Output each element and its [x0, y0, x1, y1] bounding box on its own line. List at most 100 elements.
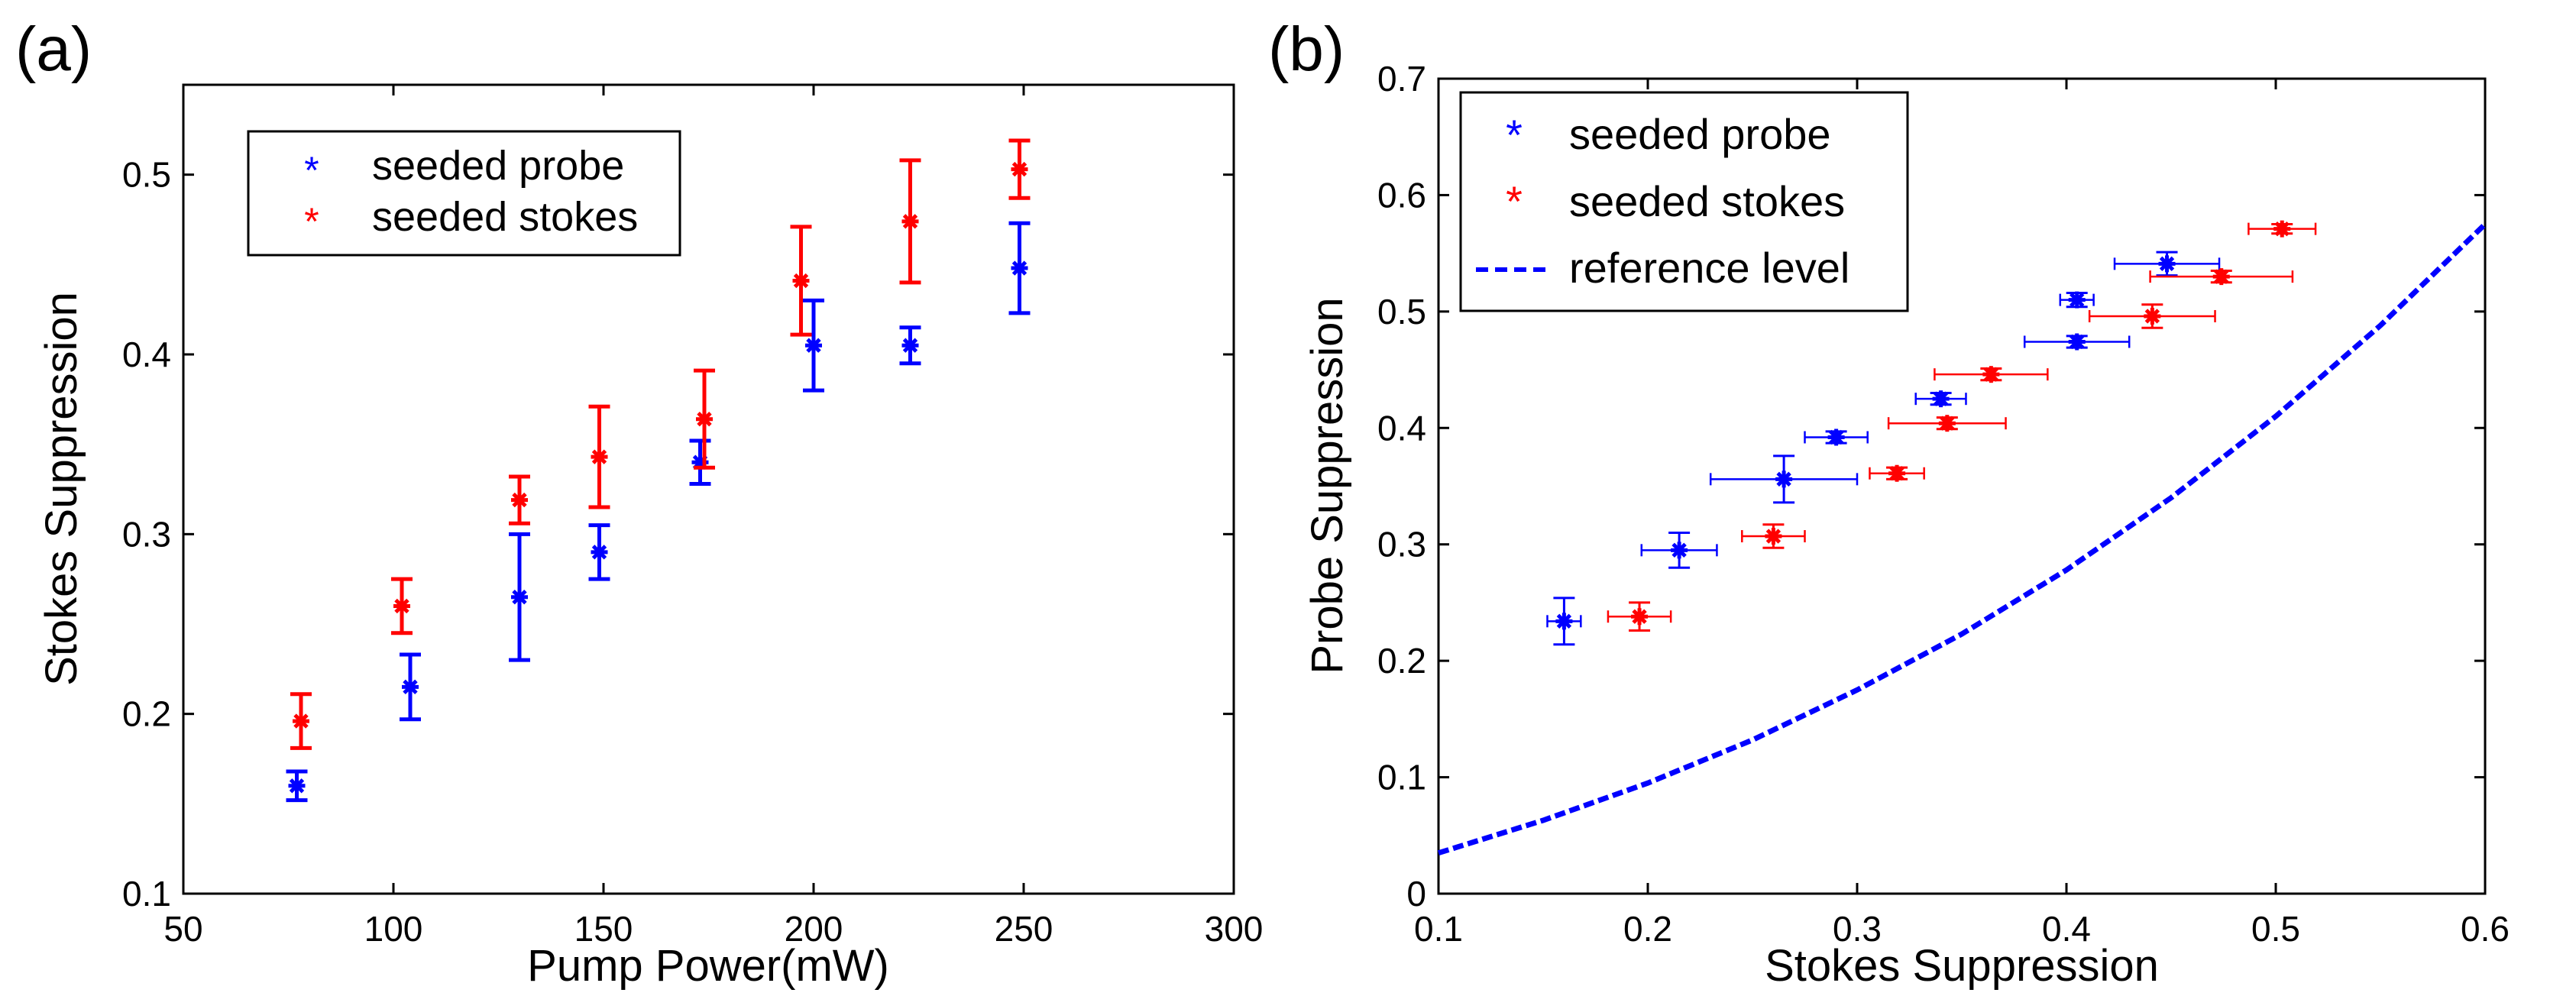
- panel-b-reference-line: [1437, 222, 2487, 856]
- panel-b-y-tick-label: 0.5: [1377, 292, 1426, 331]
- panel-b-point-seeded-probe: [2113, 251, 2221, 277]
- panel-a-point-seeded-stokes: [290, 692, 312, 750]
- panel-b-x-axis-label: Stokes Suppression: [1765, 941, 2159, 991]
- panel-b-legend-marker-probe: *: [1506, 111, 1523, 159]
- panel-b-legend-label-probe: seeded probe: [1569, 110, 1831, 158]
- asterisk-marker: [1983, 367, 1999, 382]
- panel-a-point-seeded-probe: [899, 325, 921, 366]
- panel-b-chart: (b) 0.1 0.2 0.3 0.4 0.5 0.600.10.20.30.40.50.…: [1268, 15, 2510, 991]
- panel-b-point-seeded-probe: [1709, 454, 1859, 504]
- panel-b-point-seeded-probe: [2059, 291, 2095, 309]
- panel-a-x-tick-label: 100: [364, 909, 423, 949]
- panel-a-legend-label-probe: seeded probe: [372, 143, 624, 189]
- panel-b-marks: [1437, 220, 2487, 856]
- panel-a-legend-marker-stokes: *: [304, 200, 319, 243]
- panel-a-x-tick-label: 50: [163, 909, 202, 949]
- panel-b-point-seeded-stokes: [2149, 268, 2294, 286]
- panel-a-y-axis-label: Stokes Suppression: [37, 292, 86, 686]
- asterisk-marker: [2214, 269, 2229, 284]
- panel-b-y-tick-label: 0.6: [1377, 175, 1426, 215]
- panel-b-x-tick-label: 0.1: [1414, 909, 1463, 949]
- panel-b-point-seeded-probe: [2023, 333, 2131, 351]
- asterisk-marker: [394, 598, 409, 614]
- panel-b-y-tick-label: 0.2: [1377, 641, 1426, 681]
- panel-a-point-seeded-stokes: [588, 404, 610, 509]
- panel-a-point-seeded-probe: [509, 532, 530, 662]
- panel-b-ticks: 0.1 0.2 0.3 0.4 0.5 0.600.10.20.30.40.50.60.7: [1377, 59, 2510, 949]
- asterisk-marker: [591, 449, 607, 464]
- panel-b-y-tick-label: 0: [1406, 874, 1426, 914]
- asterisk-marker: [1011, 260, 1027, 276]
- asterisk-marker: [512, 590, 527, 605]
- panel-a-point-seeded-stokes: [1008, 138, 1031, 200]
- asterisk-marker: [1889, 466, 1904, 481]
- panel-a-y-tick-label: 0.2: [122, 694, 171, 734]
- asterisk-marker: [1940, 416, 1955, 431]
- panel-b-point-seeded-probe: [1914, 390, 1967, 408]
- asterisk-marker: [793, 273, 809, 289]
- asterisk-marker: [591, 545, 607, 560]
- panel-a-point-seeded-stokes: [899, 158, 921, 285]
- panel-a-point-seeded-stokes: [391, 577, 413, 635]
- panel-a-x-tick-label: 250: [995, 909, 1053, 949]
- panel-a-point-seeded-probe: [400, 652, 421, 722]
- asterisk-marker: [1011, 161, 1027, 177]
- panel-a-x-tick-label: 200: [785, 909, 843, 949]
- panel-a-y-tick-label: 0.1: [122, 874, 171, 914]
- panel-a-marks: [286, 138, 1031, 803]
- panel-a-legend-box: [247, 130, 681, 257]
- panel-a-point-seeded-stokes: [509, 474, 530, 525]
- asterisk-marker: [289, 778, 305, 794]
- panel-b-point-seeded-stokes: [1887, 415, 2007, 432]
- panel-a-x-tick-label: 150: [574, 909, 633, 949]
- panel-a-point-seeded-stokes: [790, 225, 812, 337]
- asterisk-marker: [1776, 471, 1791, 487]
- panel-a-chart: (a) 50 100 150 200 250 300 0.1 0.2 0.3 0.4 0.5 Pum…: [15, 15, 1263, 991]
- panel-a-point-seeded-probe: [588, 523, 610, 581]
- panel-b-legend-marker-stokes: *: [1506, 177, 1523, 225]
- panel-a-legend-marker-probe: *: [304, 149, 319, 192]
- panel-a-point-seeded-probe: [803, 298, 824, 393]
- panel-a-point-seeded-probe: [286, 769, 308, 803]
- panel-b-point-seeded-probe: [1640, 531, 1718, 569]
- panel-a-label: (a): [15, 15, 92, 84]
- asterisk-marker: [1828, 429, 1844, 445]
- asterisk-marker: [902, 338, 918, 353]
- panel-a-point-seeded-stokes: [694, 368, 715, 470]
- asterisk-marker: [512, 492, 527, 508]
- panel-b-legend-label-reference: reference level: [1569, 244, 1849, 292]
- panel-b-x-tick-label: 0.5: [2251, 909, 2300, 949]
- panel-a-y-tick-label: 0.3: [122, 514, 171, 554]
- panel-a-point-seeded-probe: [689, 438, 711, 486]
- panel-b-point-seeded-probe: [1546, 597, 1582, 646]
- panel-a-y-tick-label: 0.4: [122, 335, 171, 374]
- panel-a-y-tick-label: 0.5: [122, 155, 171, 195]
- asterisk-marker: [1632, 609, 1647, 624]
- panel-b-x-tick-label: 0.3: [1833, 909, 1882, 949]
- asterisk-marker: [806, 338, 821, 353]
- panel-b-point-seeded-stokes: [1869, 464, 1925, 482]
- asterisk-marker: [2070, 292, 2085, 308]
- panel-a-legend-label-stokes: seeded stokes: [372, 194, 638, 240]
- asterisk-marker: [1671, 542, 1687, 558]
- panel-a-x-axis-label: Pump Power(mW): [527, 941, 889, 991]
- panel-b-x-tick-label: 0.4: [2042, 909, 2091, 949]
- panel-b-axes-box: [1437, 77, 2487, 895]
- panel-b-y-tick-label: 0.4: [1377, 408, 1426, 448]
- panel-b-legend-box: [1459, 91, 1909, 312]
- panel-b-y-tick-label: 0.3: [1377, 525, 1426, 564]
- asterisk-marker: [2144, 309, 2160, 324]
- panel-b-x-tick-label: 0.2: [1623, 909, 1672, 949]
- asterisk-marker: [1765, 529, 1782, 544]
- panel-b-point-seeded-stokes: [2248, 220, 2317, 238]
- asterisk-marker: [2070, 334, 2085, 350]
- panel-b-point-seeded-stokes: [1607, 601, 1672, 632]
- panel-b-label: (b): [1268, 15, 1345, 84]
- asterisk-marker: [403, 679, 418, 695]
- asterisk-marker: [293, 713, 309, 729]
- panel-b-y-tick-label: 0.1: [1377, 758, 1426, 797]
- asterisk-marker: [1933, 391, 1949, 406]
- panel-b-y-tick-label: 0.7: [1377, 59, 1426, 99]
- panel-a-legend: * seeded probe * seeded stokes: [247, 130, 681, 257]
- asterisk-marker: [2274, 221, 2290, 237]
